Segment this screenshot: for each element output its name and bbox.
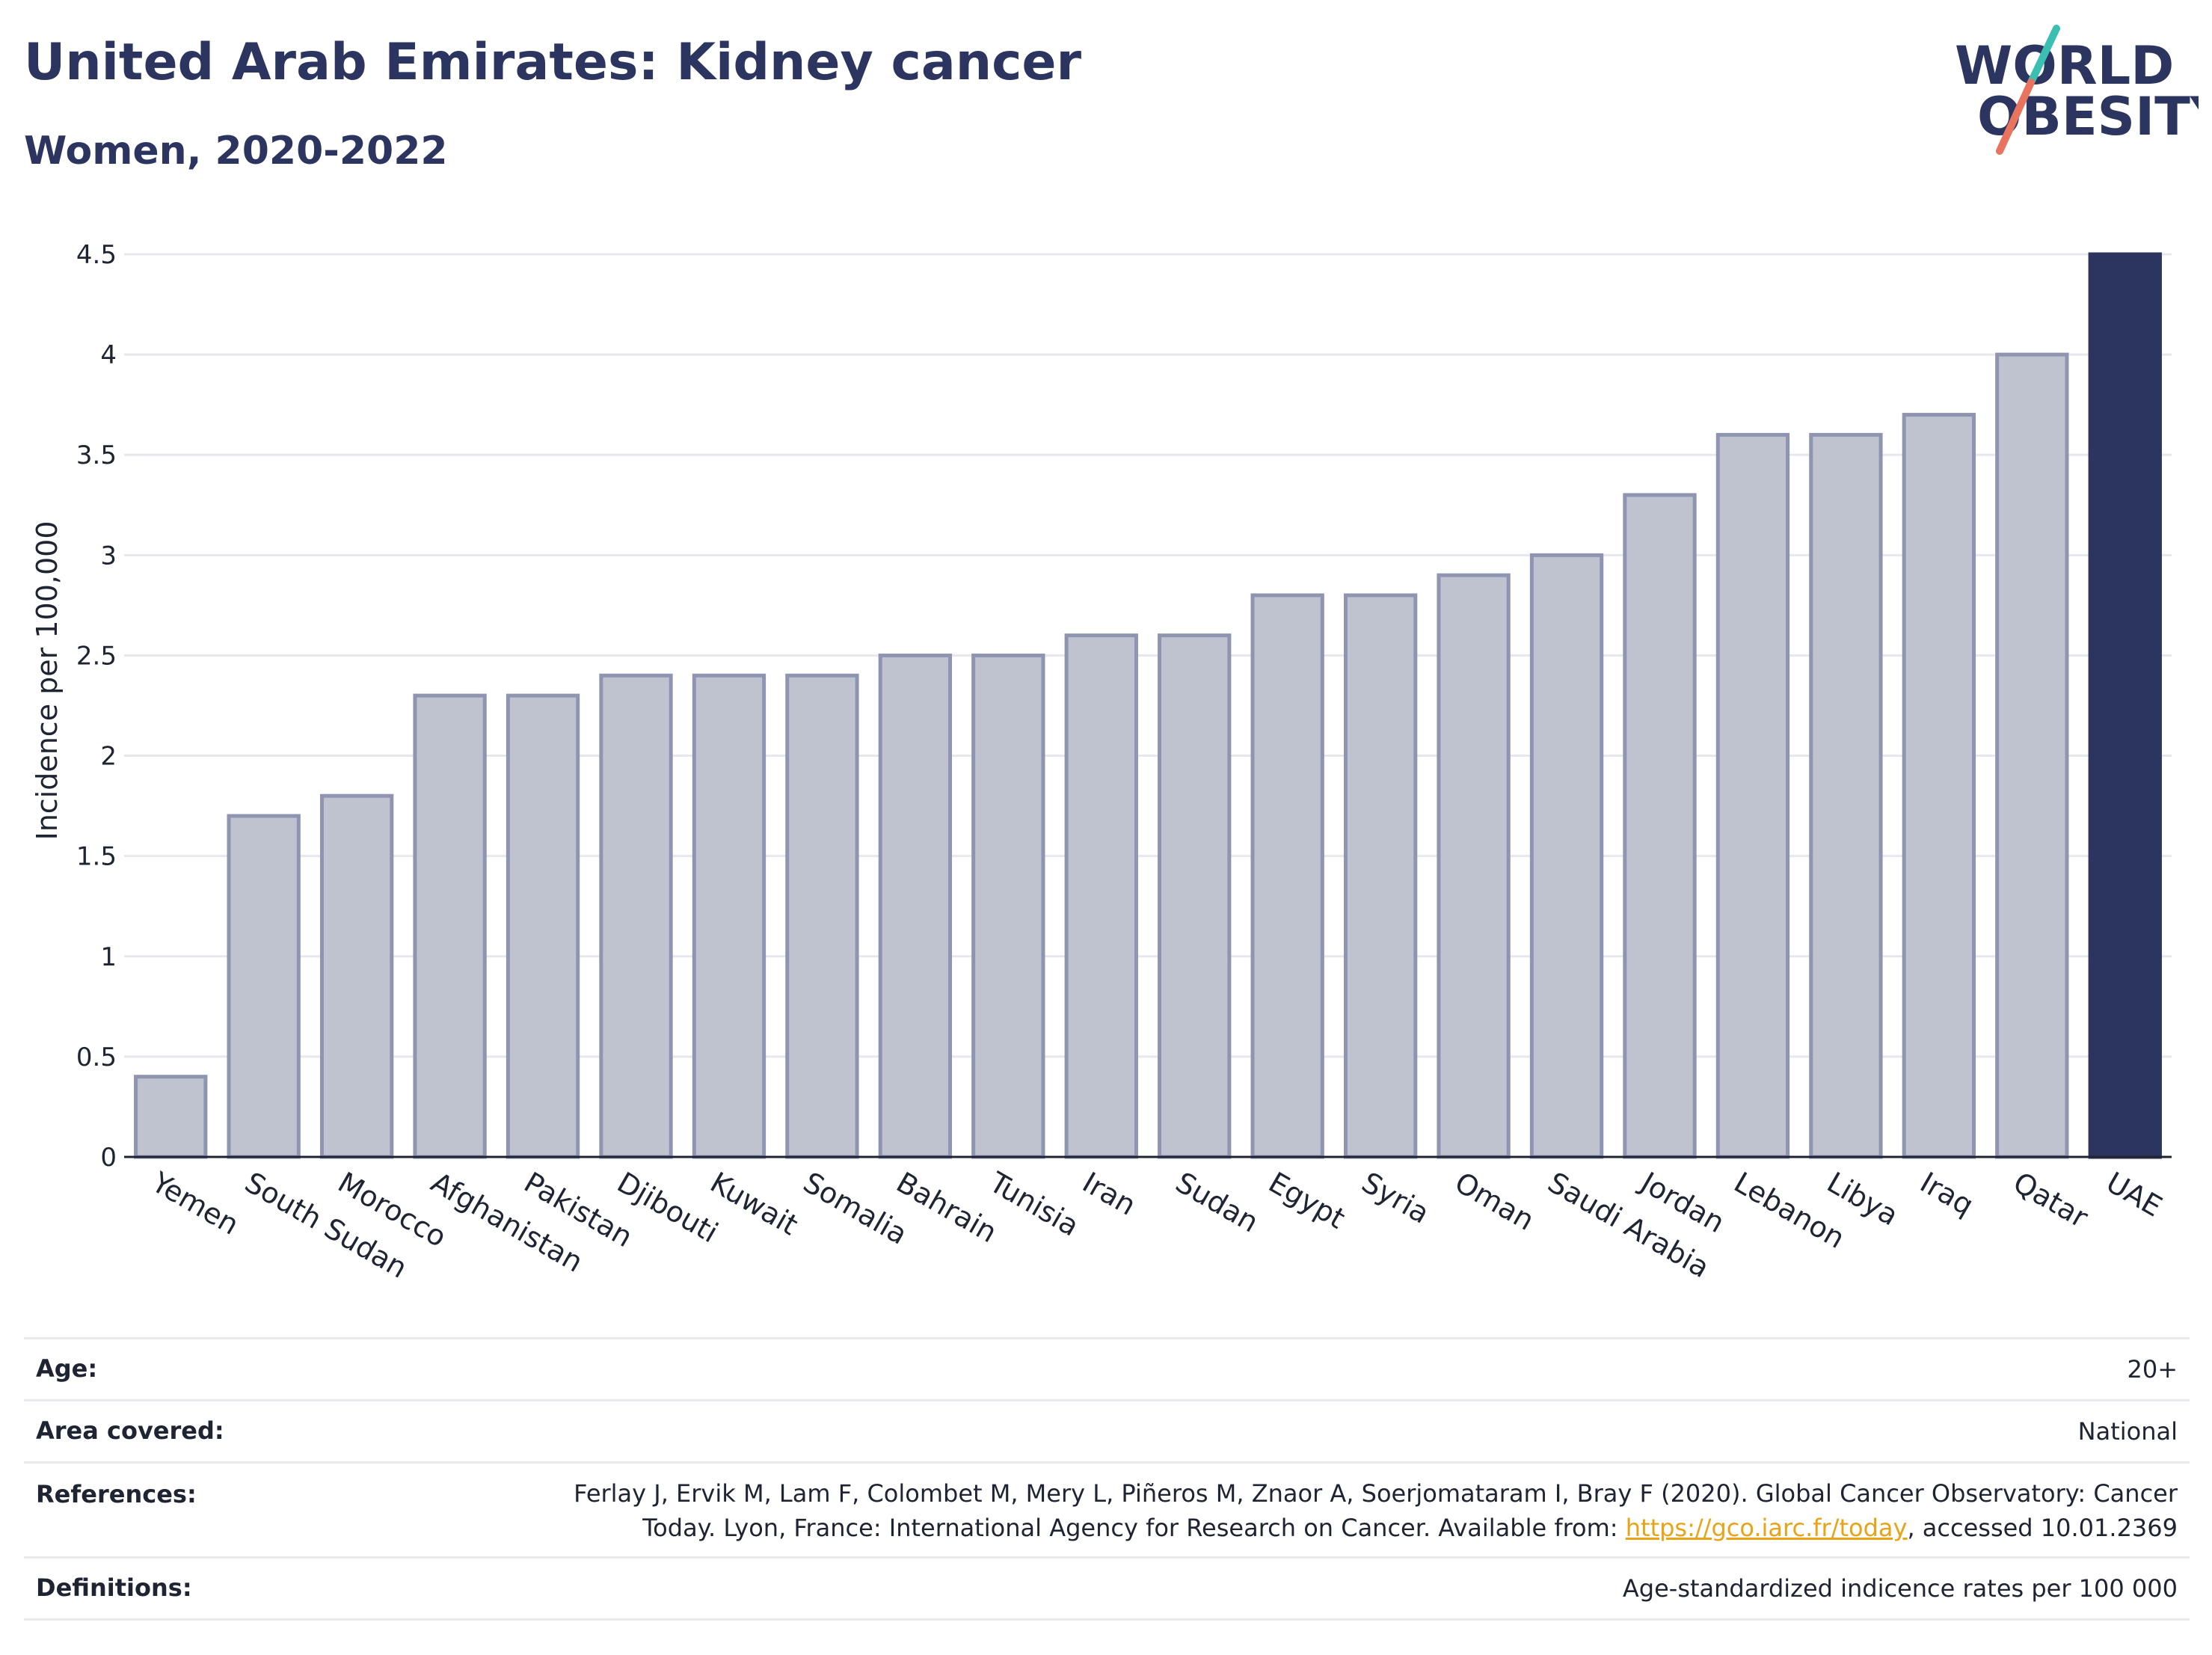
y-tick-labels: 0 0.5 1 1.5 2 2.5 3 3.5 4 4.5 xyxy=(76,240,117,1173)
y-tick-label: 1 xyxy=(100,942,117,972)
y-tick-label: 4 xyxy=(100,340,117,370)
bar-sudan xyxy=(1158,633,1232,1159)
meta-definitions-label: Definitions: xyxy=(36,1573,192,1602)
logo-slash-teal xyxy=(2027,25,2060,86)
y-tick-label: 2.5 xyxy=(76,641,117,671)
bar-bahrain xyxy=(878,653,953,1159)
meta-references-label: References: xyxy=(36,1480,197,1508)
x-tick-label: Qatar xyxy=(2008,1166,2094,1235)
bar-egypt xyxy=(1250,593,1324,1159)
page-subtitle: Women, 2020-2022 xyxy=(24,129,448,174)
bar-saudi-arabia xyxy=(1529,553,1604,1159)
meta-references-value: Ferlay J, Ervik M, Lam F, Colombet M, Me… xyxy=(574,1476,2178,1545)
y-tick-label: 0.5 xyxy=(76,1043,117,1072)
x-tick-label: Yemen xyxy=(146,1165,245,1241)
bar-qatar xyxy=(1995,352,2069,1159)
y-tick-label: 0 xyxy=(100,1143,117,1173)
meta-area-label: Area covered: xyxy=(36,1416,224,1445)
bar-djibouti xyxy=(599,673,673,1159)
bar-jordan xyxy=(1623,493,1697,1159)
meta-definitions-value: Age-standardized indicence rates per 100… xyxy=(1622,1574,2178,1603)
metadata-table: Age: 20+ Area covered: National Referenc… xyxy=(24,1337,2190,1621)
x-tick-label: Tunisia xyxy=(983,1165,1084,1243)
bar-tunisia xyxy=(971,653,1045,1159)
references-line-1: Ferlay J, Ervik M, Lam F, Colombet M, Me… xyxy=(574,1479,2178,1508)
bar-afghanistan xyxy=(413,693,487,1159)
x-tick-label: UAE xyxy=(2101,1166,2167,1223)
bar-morocco xyxy=(319,793,394,1159)
bar-south-sudan xyxy=(227,814,301,1159)
meta-row-area: Area covered: National xyxy=(24,1399,2190,1461)
bar-somalia xyxy=(785,673,859,1159)
bar-uae xyxy=(2088,252,2162,1159)
meta-age-value: 20+ xyxy=(2127,1355,2178,1384)
x-tick-label: Kuwait xyxy=(704,1166,803,1242)
references-link[interactable]: https://gco.iarc.fr/today xyxy=(1625,1514,1908,1542)
bar-syria xyxy=(1343,593,1418,1159)
logo-word-world: WORLD xyxy=(1955,35,2174,96)
bars xyxy=(134,252,2162,1159)
bar-libya xyxy=(1809,432,1883,1159)
references-line-2: Today. Lyon, France: International Agenc… xyxy=(574,1511,2178,1545)
bar-kuwait xyxy=(692,673,766,1159)
meta-row-references: References: Ferlay J, Ervik M, Lam F, Co… xyxy=(24,1461,2190,1556)
y-tick-label: 3.5 xyxy=(76,440,117,470)
x-tick-label: Sudan xyxy=(1170,1166,1265,1239)
bar-lebanon xyxy=(1715,432,1790,1159)
y-tick-label: 2 xyxy=(100,742,117,772)
bar-iraq xyxy=(1902,413,1976,1159)
bar-iran xyxy=(1064,633,1138,1159)
world-obesity-logo: WORLD OBESITY xyxy=(1955,25,2199,155)
bar-oman xyxy=(1437,573,1511,1159)
x-tick-label: Egypt xyxy=(1263,1166,1351,1235)
bar-yemen xyxy=(134,1075,208,1159)
bar-pakistan xyxy=(506,693,580,1159)
meta-row-age: Age: 20+ xyxy=(24,1337,2190,1399)
y-tick-label: 1.5 xyxy=(76,842,117,872)
y-axis-label: Incidence per 100,000 xyxy=(31,521,64,840)
x-tick-label: Somalia xyxy=(798,1166,913,1251)
page-title: United Arab Emirates: Kidney cancer xyxy=(24,33,1082,92)
meta-area-value: National xyxy=(2077,1417,2178,1446)
x-tick-label: Bahrain xyxy=(891,1166,1002,1250)
meta-row-definitions: Definitions: Age-standardized indicence … xyxy=(24,1556,2190,1621)
references-line-2-suffix: , accessed 10.01.2369 xyxy=(1907,1514,2178,1542)
x-tick-label: Iran xyxy=(1077,1166,1141,1222)
y-tick-label: 4.5 xyxy=(76,240,117,270)
x-tick-label: Iraq xyxy=(1914,1166,1979,1222)
references-line-2-prefix: Today. Lyon, France: International Agenc… xyxy=(642,1514,1626,1542)
y-tick-label: 3 xyxy=(100,541,117,571)
x-tick-label: Syria xyxy=(1357,1166,1435,1230)
logo-slash-coral xyxy=(1996,79,2035,155)
x-tick-label: Oman xyxy=(1449,1166,1540,1237)
meta-age-label: Age: xyxy=(36,1354,98,1383)
